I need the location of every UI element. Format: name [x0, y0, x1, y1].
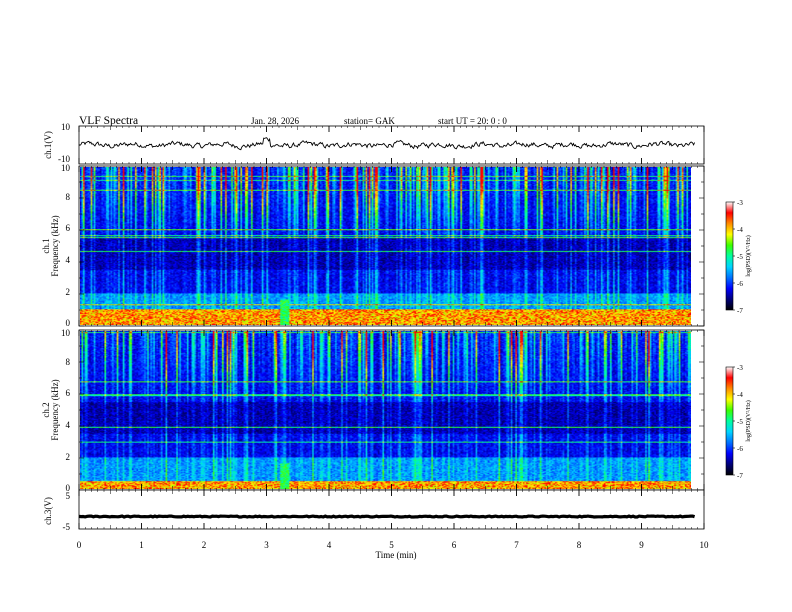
- station-label: station= GAK: [344, 116, 395, 126]
- ch1-colorbar-tick-m5: -5: [737, 253, 743, 261]
- ch2-colorbar-tick-m3: -3: [737, 364, 743, 372]
- ch3-ytick-bottom: -5: [63, 522, 71, 532]
- ch1-spectrogram-ylabel-frequency: Frequency (kHz): [50, 215, 60, 276]
- xtick-5: 5: [389, 540, 394, 550]
- ch1-spectrogram-ytick-0: 0: [66, 318, 71, 328]
- ch1-spectrogram-ytick-6: 6: [66, 223, 71, 233]
- ch3-ytick-top: 5: [66, 491, 71, 501]
- ch1-colorbar-ticks: [733, 201, 735, 311]
- ch2-spectrogram-y-ticks: [79, 329, 704, 491]
- ch2-spectrogram-image: [80, 331, 691, 489]
- ch1-ytick-bottom: -10: [58, 154, 70, 164]
- ch1-colorbar-tick-m4: -4: [737, 226, 743, 234]
- xtick-7: 7: [514, 540, 519, 550]
- ch3-waveform-frame: [78, 489, 705, 530]
- ch2-colorbar-tick-m4: -4: [737, 391, 743, 399]
- ch2-spectrogram-ylabel-channel: ch.2: [41, 402, 51, 417]
- ch1-spectrogram-ytick-8: 8: [66, 192, 71, 202]
- x-axis-title: Time (min): [376, 550, 417, 560]
- xtick-6: 6: [452, 540, 457, 550]
- xtick-1: 1: [139, 540, 144, 550]
- ch1-ytick-top: 10: [61, 122, 71, 132]
- figure-title: VLF Spectra: [79, 115, 138, 127]
- ch2-spectrogram-ylabel-frequency: Frequency (kHz): [50, 379, 60, 440]
- ch2-colorbar-tick-m6: -6: [737, 445, 743, 453]
- ch3-waveform-trace: [78, 514, 696, 519]
- ch1-colorbar-label: log(PSD)(V²/Hz): [745, 235, 752, 276]
- xtick-4: 4: [327, 540, 332, 550]
- xtick-2: 2: [202, 540, 207, 550]
- ch2-colorbar-label: log(PSD)(V²/Hz): [745, 400, 752, 441]
- ch2-spectrogram-ytick-2: 2: [66, 452, 71, 462]
- ch1-colorbar-tick-m3: -3: [737, 199, 743, 207]
- ch2-spectrogram-panel: 0 2 4 6 8 10 ch.2 Frequency (kHz) -3 -4 …: [41, 328, 752, 493]
- ch1-spectrogram-image: [80, 167, 691, 325]
- ch2-spectrogram-ytick-4: 4: [66, 420, 71, 430]
- ch2-spectrogram-ytick-8: 8: [66, 357, 71, 367]
- ch2-colorbar-tick-m7: -7: [737, 472, 743, 480]
- ch1-waveform-frame: [78, 125, 705, 165]
- xtick-10: 10: [700, 540, 710, 550]
- ch1-waveform-ylabel: ch.1(V): [43, 131, 53, 159]
- xtick-9: 9: [639, 540, 644, 550]
- ch2-colorbar: [725, 366, 734, 476]
- ch3-waveform-ylabel: ch.3(V): [43, 497, 53, 525]
- ch2-colorbar-ticks: [733, 366, 735, 476]
- xtick-8: 8: [577, 540, 582, 550]
- ch1-colorbar: [725, 201, 734, 311]
- ch1-waveform-panel: 10 -10 ch.1(V): [43, 122, 705, 165]
- ch1-colorbar-tick-m7: -7: [737, 307, 743, 315]
- xtick-3: 3: [264, 540, 269, 550]
- ch2-colorbar-tick-m5: -5: [737, 418, 743, 426]
- ch1-waveform-trace: [78, 137, 696, 151]
- ch2-spectrogram-ytick-10: 10: [61, 328, 71, 338]
- ch1-spectrogram-ytick-4: 4: [66, 255, 71, 265]
- ch1-spectrogram-ytick-2: 2: [66, 287, 71, 297]
- ch3-waveform-panel: 5 -5 ch.3(V): [43, 489, 705, 532]
- ch2-spectrogram-ytick-0: 0: [66, 483, 71, 493]
- ch1-spectrogram-ylabel-channel: ch.1: [41, 238, 51, 253]
- date-label: Jan. 28, 2026: [251, 116, 299, 126]
- ch1-colorbar-tick-m6: -6: [737, 280, 743, 288]
- ch1-spectrogram-ytick-10: 10: [61, 163, 71, 173]
- shared-x-ticks: [78, 126, 705, 529]
- start-ut-label: start UT = 20: 0 : 0: [438, 116, 507, 126]
- ch2-spectrogram-ytick-6: 6: [66, 388, 71, 398]
- xtick-0: 0: [77, 540, 82, 550]
- ch1-spectrogram-y-ticks: [79, 165, 704, 327]
- x-axis-labels: 0 1 2 3 4 5 6 7 8 9 10 Time (min): [77, 540, 709, 560]
- ch1-spectrogram-panel: 0 2 4 6 8 10 ch.1 Frequency (kHz) -3 -4 …: [41, 163, 752, 328]
